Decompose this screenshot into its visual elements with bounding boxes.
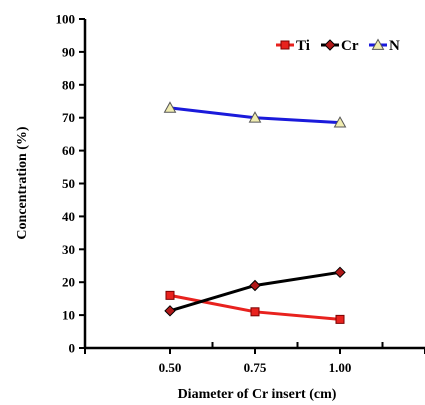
y-tick-label: 60 (62, 143, 75, 158)
series-cr (164, 266, 346, 317)
data-point-cr (334, 266, 346, 279)
data-point-n (248, 111, 262, 123)
series-layer (163, 101, 347, 324)
legend-label: Ti (296, 38, 310, 54)
data-point-ti (250, 307, 260, 317)
data-point-n (163, 101, 177, 113)
legend-item-ti: Ti (276, 38, 310, 54)
x-ticks: 0.50 0.75 1.00 (84, 342, 425, 375)
y-tick-label: 30 (62, 242, 75, 257)
y-tick-label: 70 (62, 110, 75, 125)
data-point-ti (165, 290, 175, 300)
data-point-ti (335, 314, 345, 324)
axes (83, 19, 425, 350)
series-line-cr (169, 270, 341, 313)
legend: Ti Cr N (276, 38, 400, 54)
data-point-cr (164, 305, 176, 317)
x-tick-label: 0.50 (159, 360, 182, 375)
y-tick-label: 90 (62, 44, 75, 59)
y-tick-label: 40 (62, 209, 75, 224)
legend-marker (371, 38, 385, 50)
y-tick-label: 10 (62, 308, 75, 323)
y-tick-label: 80 (62, 77, 75, 92)
data-point-n (333, 116, 347, 128)
y-tick-label: 100 (56, 12, 76, 27)
x-tick-label: 0.75 (244, 360, 267, 375)
y-tick-label: 0 (69, 341, 76, 356)
data-point-cr (249, 279, 261, 292)
y-tick-label: 20 (62, 275, 75, 290)
x-axis-title: Diameter of Cr insert (cm) (178, 387, 337, 402)
y-tick-label: 50 (62, 176, 75, 191)
legend-item-cr: Cr (321, 38, 359, 54)
y-axis-title: Concentration (%) (15, 126, 30, 239)
legend-label: N (389, 38, 400, 54)
legend-marker (280, 40, 290, 50)
x-tick-label: 1.00 (329, 360, 352, 375)
y-ticks: 0 10 20 30 40 50 60 70 80 90 100 (56, 12, 85, 356)
series-n (163, 101, 347, 128)
legend-item-n: N (369, 38, 400, 54)
legend-label: Cr (341, 38, 359, 54)
series-ti (165, 290, 345, 324)
legend-marker (324, 39, 336, 51)
